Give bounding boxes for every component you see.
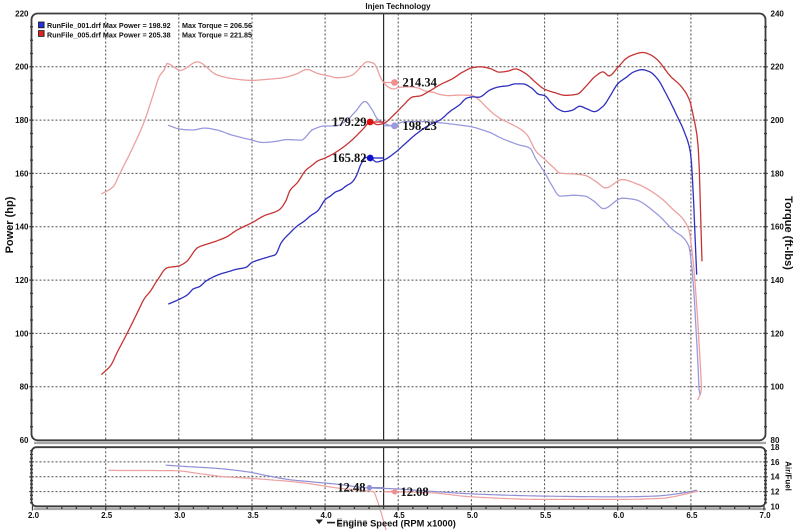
svg-text:4.0: 4.0 [321, 511, 333, 520]
svg-text:100: 100 [15, 329, 29, 338]
svg-text:140: 140 [771, 276, 785, 285]
svg-text:179.29: 179.29 [332, 115, 366, 129]
svg-text:60: 60 [20, 436, 29, 445]
svg-text:18: 18 [771, 443, 780, 452]
svg-text:2.5: 2.5 [101, 511, 113, 520]
svg-text:Max Torque = 221.85: Max Torque = 221.85 [182, 30, 252, 39]
svg-text:240: 240 [771, 9, 785, 18]
svg-text:160: 160 [15, 169, 29, 178]
svg-text:Injen Technology: Injen Technology [365, 2, 431, 11]
svg-text:80: 80 [20, 383, 29, 392]
svg-text:160: 160 [771, 223, 785, 232]
svg-text:165.82: 165.82 [332, 151, 366, 165]
svg-text:Power (hp): Power (hp) [4, 196, 16, 253]
svg-text:Torque (ft-lbs): Torque (ft-lbs) [782, 196, 794, 270]
svg-text:10: 10 [771, 502, 780, 511]
svg-text:214.34: 214.34 [403, 76, 438, 90]
svg-text:12.48: 12.48 [337, 481, 365, 495]
svg-text:180: 180 [771, 169, 785, 178]
svg-text:12.08: 12.08 [401, 485, 429, 499]
svg-text:220: 220 [771, 63, 785, 72]
svg-text:14: 14 [771, 473, 780, 482]
svg-text:12: 12 [771, 488, 780, 497]
svg-text:3.0: 3.0 [174, 511, 186, 520]
svg-text:220: 220 [15, 9, 29, 18]
svg-text:6.0: 6.0 [613, 511, 625, 520]
svg-text:198.23: 198.23 [403, 119, 437, 133]
svg-text:80: 80 [771, 436, 780, 445]
svg-text:RunFile_005.drf Max Power = 20: RunFile_005.drf Max Power = 205.38 [47, 30, 171, 39]
svg-text:16: 16 [771, 458, 780, 467]
svg-text:5.5: 5.5 [540, 511, 552, 520]
svg-text:RunFile_001.drf Max Power = 19: RunFile_001.drf Max Power = 198.92 [47, 21, 171, 30]
svg-text:120: 120 [15, 276, 29, 285]
svg-text:4.5: 4.5 [394, 511, 406, 520]
svg-text:Air/Fuel: Air/Fuel [784, 461, 793, 491]
svg-text:Engine: Engine [337, 517, 368, 527]
svg-text:140: 140 [15, 223, 29, 232]
svg-text:3.5: 3.5 [247, 511, 259, 520]
svg-text:200: 200 [771, 116, 785, 125]
svg-text:100: 100 [771, 383, 785, 392]
svg-text:Max Torque = 206.56: Max Torque = 206.56 [182, 21, 252, 30]
svg-text:2.0: 2.0 [28, 511, 40, 520]
svg-text:5.0: 5.0 [467, 511, 479, 520]
svg-text:7.0: 7.0 [759, 511, 771, 520]
svg-text:180: 180 [15, 116, 29, 125]
svg-text:120: 120 [771, 329, 785, 338]
svg-text:6.5: 6.5 [686, 511, 698, 520]
svg-text:200: 200 [15, 63, 29, 72]
svg-text:Engine Speed (RPM x1000): Engine Speed (RPM x1000) [337, 519, 456, 529]
